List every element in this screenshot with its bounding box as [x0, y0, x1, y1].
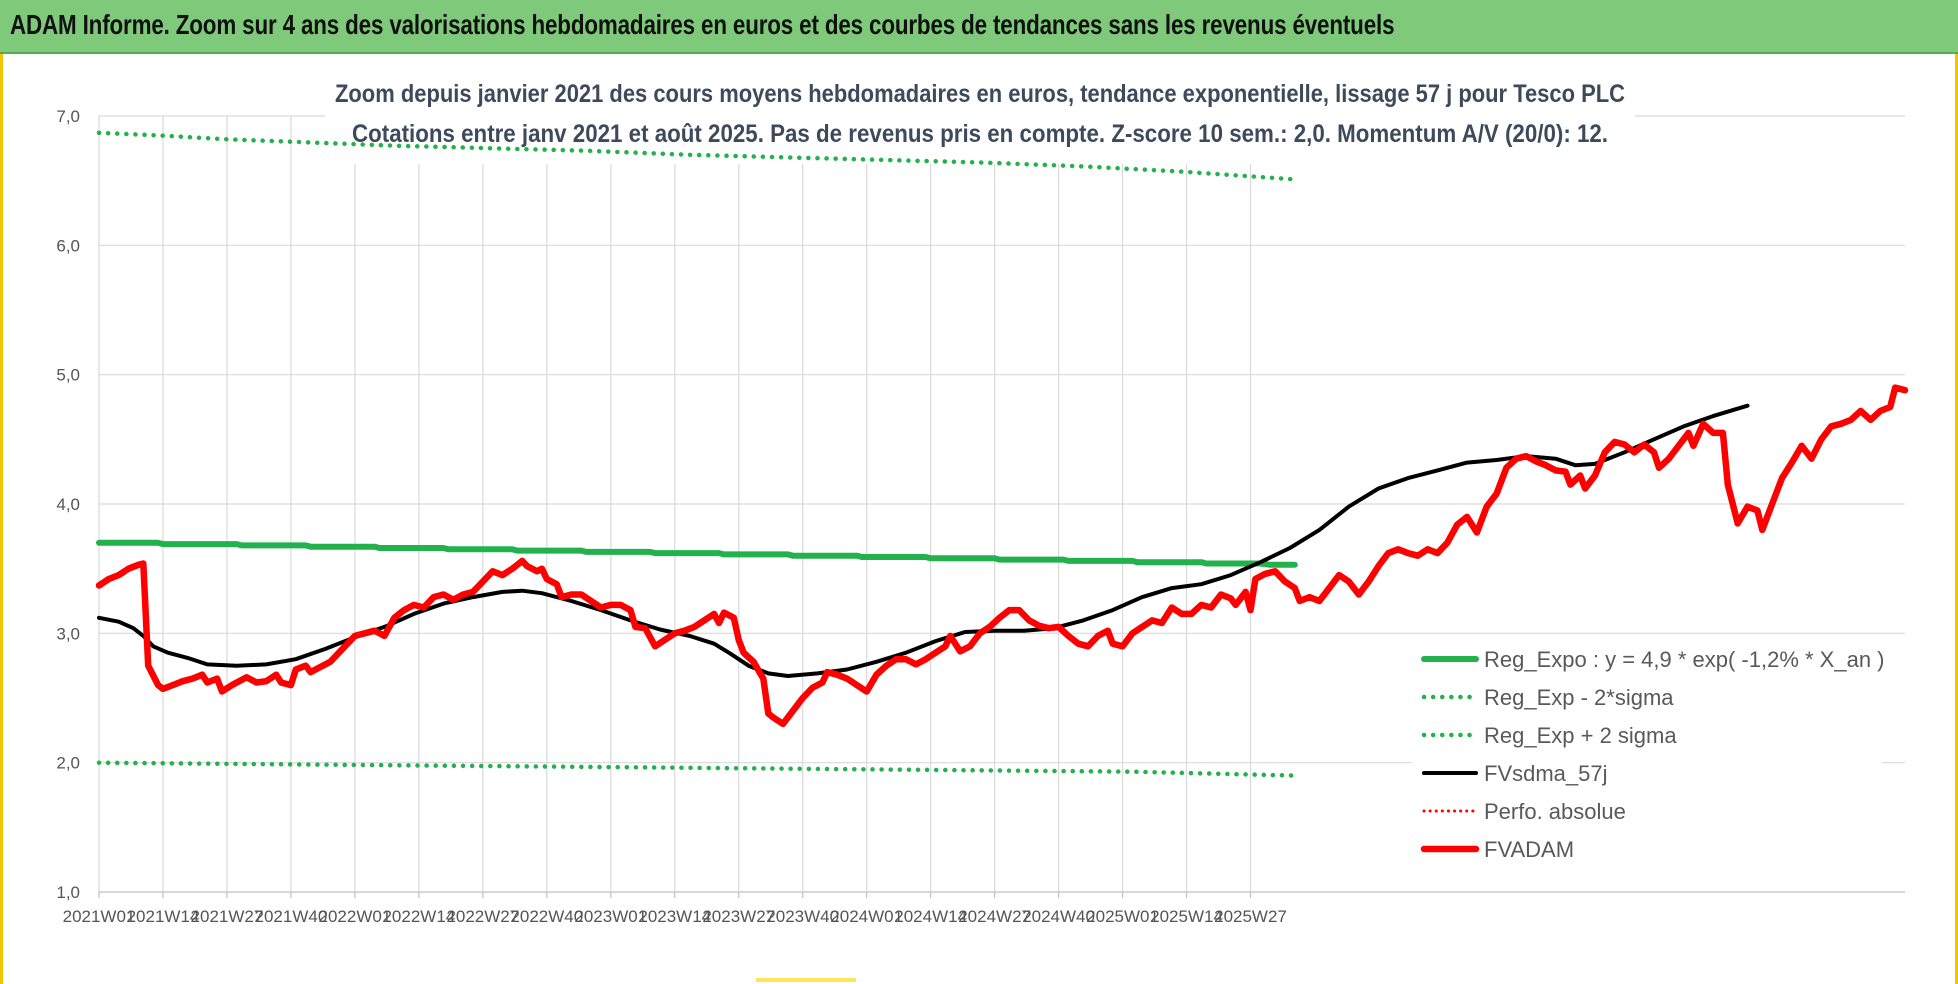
chart-frame	[0, 54, 1958, 984]
legend-box	[1412, 636, 1882, 868]
x-tick-label: 2023W40	[766, 907, 839, 926]
legend-label: Reg_Exp + 2 sigma	[1484, 723, 1677, 748]
y-tick-label: 4,0	[56, 495, 80, 514]
fvadam-line	[95, 384, 1909, 728]
x-tick-label: 2025W14	[1150, 907, 1223, 926]
fvsdma-line	[97, 403, 1750, 678]
y-tick-label: 3,0	[56, 624, 80, 643]
x-tick-label: 2023W14	[638, 907, 711, 926]
y-tick-label: 6,0	[56, 236, 80, 255]
lower-sigma-band	[96, 760, 1298, 778]
x-tick-label: 2024W27	[958, 907, 1031, 926]
x-axis-ticks: 2021W012021W142021W272021W402022W012022W…	[63, 907, 1287, 926]
x-tick-label: 2023W27	[702, 907, 775, 926]
x-tick-label: 2023W01	[574, 907, 647, 926]
y-tick-label: 2,0	[56, 754, 80, 773]
chart-title: Zoom depuis janvier 2021 des cours moyen…	[335, 80, 1625, 108]
frame-marker	[756, 978, 856, 982]
chart-legend: Reg_Expo : y = 4,9 * exp( -1,2% * X_an )…	[1412, 636, 1885, 868]
reg-expo-line	[96, 539, 1298, 568]
y-tick-label: 5,0	[56, 366, 80, 385]
x-tick-label: 2021W01	[63, 907, 136, 926]
y-tick-label: 7,0	[56, 107, 80, 126]
report-banner: ADAM Informe. Zoom sur 4 ans des valoris…	[0, 0, 1958, 54]
chart-titles: Zoom depuis janvier 2021 des cours moyen…	[335, 80, 1625, 148]
legend-label: Reg_Exp - 2*sigma	[1484, 685, 1674, 710]
x-tick-label: 2022W14	[382, 907, 455, 926]
legend-label: FVADAM	[1484, 837, 1574, 862]
chart-series	[95, 72, 1909, 778]
x-tick-label: 2024W14	[894, 907, 967, 926]
legend-label: Reg_Expo : y = 4,9 * exp( -1,2% * X_an )	[1484, 647, 1885, 672]
x-tick-label: 2025W01	[1086, 907, 1159, 926]
x-tick-label: 2024W40	[1022, 907, 1095, 926]
x-tick-label: 2025W27	[1214, 907, 1287, 926]
chart-subtitle: Cotations entre janv 2021 et août 2025. …	[352, 120, 1608, 148]
x-tick-label: 2022W40	[510, 907, 583, 926]
y-tick-label: 1,0	[56, 883, 80, 902]
x-tick-label: 2022W01	[319, 907, 392, 926]
y-axis-ticks: 1,0 2,0 3,0 4,0 5,0 6,0 7,0	[56, 107, 80, 902]
x-tick-label: 2021W27	[191, 907, 264, 926]
x-tick-label: 2022W27	[446, 907, 519, 926]
x-tick-label: 2021W14	[127, 907, 200, 926]
legend-label: FVsdma_57j	[1484, 761, 1608, 786]
x-tick-label: 2024W01	[830, 907, 903, 926]
legend-label: Perfo. absolue	[1484, 799, 1626, 824]
x-tick-label: 2021W40	[255, 907, 328, 926]
report-title: ADAM Informe. Zoom sur 4 ans des valoris…	[10, 9, 1395, 40]
